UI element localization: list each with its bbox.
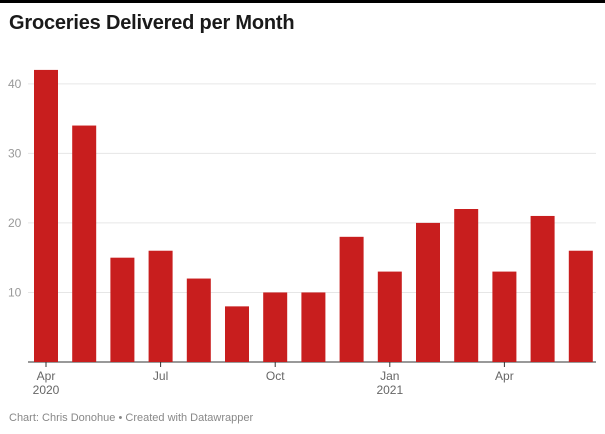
bar-11 <box>416 222 440 362</box>
bar-6 <box>225 306 249 362</box>
bar-10 <box>377 271 402 362</box>
x-tick-label-3: Jul <box>153 369 168 383</box>
bar-2 <box>72 125 97 362</box>
bar-12 <box>454 209 479 362</box>
x-tick-label-12: Apr <box>495 369 514 383</box>
bar-13 <box>492 271 517 362</box>
y-axis-ticks: 10 20 30 40 <box>8 77 22 300</box>
x-tick-label-0: Apr <box>37 369 56 383</box>
x-tick-label-6: Oct <box>266 369 285 383</box>
bar-4 <box>148 250 173 362</box>
y-tick-label-30: 30 <box>8 146 22 160</box>
bar-8 <box>301 292 326 362</box>
chart-footer: Chart: Chris Donohue • Created with Data… <box>9 412 253 424</box>
footer-separator: • <box>118 412 123 424</box>
bar-14 <box>530 215 555 362</box>
bar-7 <box>263 292 288 362</box>
y-tick-label-40: 40 <box>8 77 22 91</box>
chart-title: Groceries Delivered per Month <box>9 12 295 34</box>
bar-3 <box>110 257 135 362</box>
bar-9 <box>339 236 364 362</box>
top-rule <box>0 0 605 3</box>
bar-1 <box>34 69 58 362</box>
x-tick-year-0: 2020 <box>33 383 60 397</box>
x-tick-year-9: 2021 <box>376 383 403 397</box>
y-tick-label-10: 10 <box>8 285 22 299</box>
bar-5 <box>186 278 211 362</box>
chart-credit: Chart: Chris Donohue <box>9 412 116 424</box>
bar-15 <box>568 250 593 362</box>
y-tick-label-20: 20 <box>8 216 22 230</box>
bars <box>34 69 593 362</box>
datawrapper-credit: Created with Datawrapper <box>125 412 254 424</box>
x-tick-label-9: Jan <box>380 369 399 383</box>
